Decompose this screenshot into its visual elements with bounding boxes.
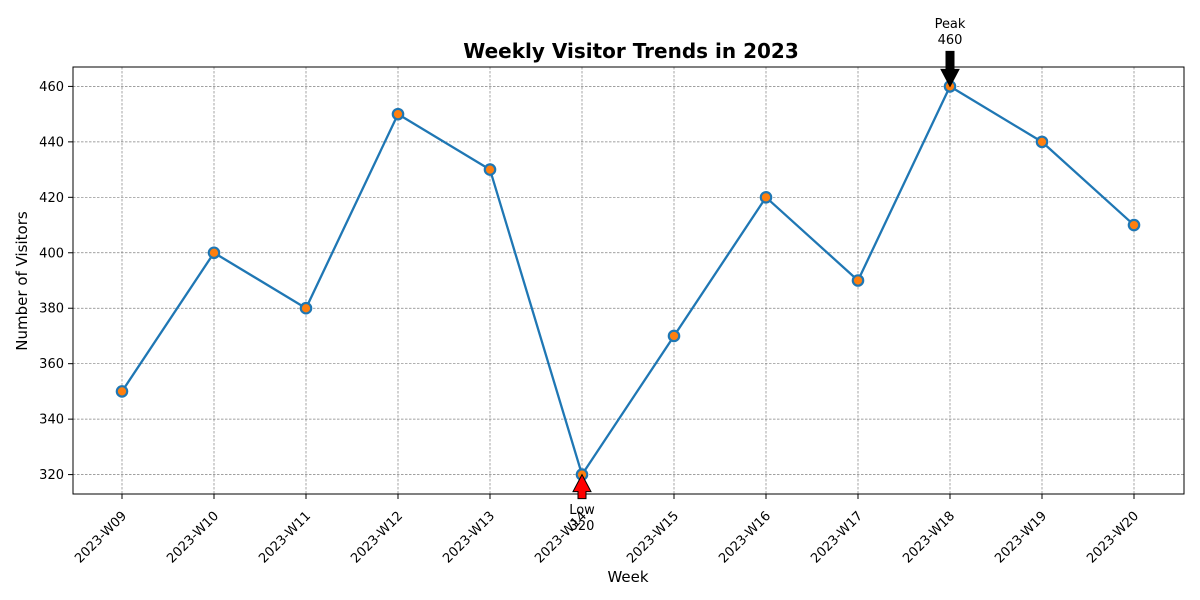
x-tick-label: 2023-W19: [992, 509, 1050, 567]
x-tick-label: 2023-W16: [716, 509, 774, 567]
plot-frame: [72, 66, 1185, 495]
y-tick-label: 340: [39, 413, 64, 428]
y-tick-label: 380: [39, 302, 64, 317]
low-arrow: [572, 473, 592, 500]
y-tick-label: 320: [39, 468, 64, 483]
x-tick-label: 2023-W09: [72, 509, 130, 567]
y-tick-label: 400: [39, 246, 64, 261]
data-point: [391, 107, 405, 121]
x-tick-label: 2023-W18: [900, 509, 958, 567]
y-axis-label: Number of Visitors: [13, 211, 31, 351]
x-tick-label: 2023-W11: [256, 509, 314, 567]
y-tick-label: 420: [39, 191, 64, 206]
x-tick-label: 2023-W17: [808, 509, 866, 567]
series-layer: [115, 80, 1141, 481]
data-point: [483, 163, 497, 176]
x-tick-label: 2023-W20: [1084, 509, 1142, 567]
x-axis-label: Week: [607, 568, 648, 586]
data-point: [115, 385, 129, 398]
data-point: [851, 274, 865, 287]
y-tick-label: 460: [39, 80, 64, 95]
data-point: [759, 191, 773, 204]
x-tick-label: 2023-W15: [624, 509, 682, 567]
y-tick-label: 440: [39, 135, 64, 150]
low-annotation-value: 320: [570, 519, 595, 534]
x-tick-label: 2023-W13: [440, 509, 498, 567]
grid-layer: [73, 67, 1184, 494]
data-point: [299, 301, 313, 315]
peak-annotation-label: Peak: [935, 17, 966, 32]
y-tick-label: 360: [39, 357, 64, 372]
peak-arrow: [940, 50, 960, 88]
data-point: [207, 246, 221, 260]
peak-annotation-value: 460: [938, 33, 963, 48]
x-tick-label: 2023-W10: [164, 509, 222, 567]
data-point: [667, 329, 681, 343]
chart-title: Weekly Visitor Trends in 2023: [463, 39, 799, 63]
data-point: [1035, 135, 1049, 149]
data-point: [1127, 218, 1141, 232]
x-tick-label: 2023-W12: [348, 509, 406, 567]
low-annotation-label: Low: [569, 503, 595, 518]
series-line: [121, 85, 1135, 476]
